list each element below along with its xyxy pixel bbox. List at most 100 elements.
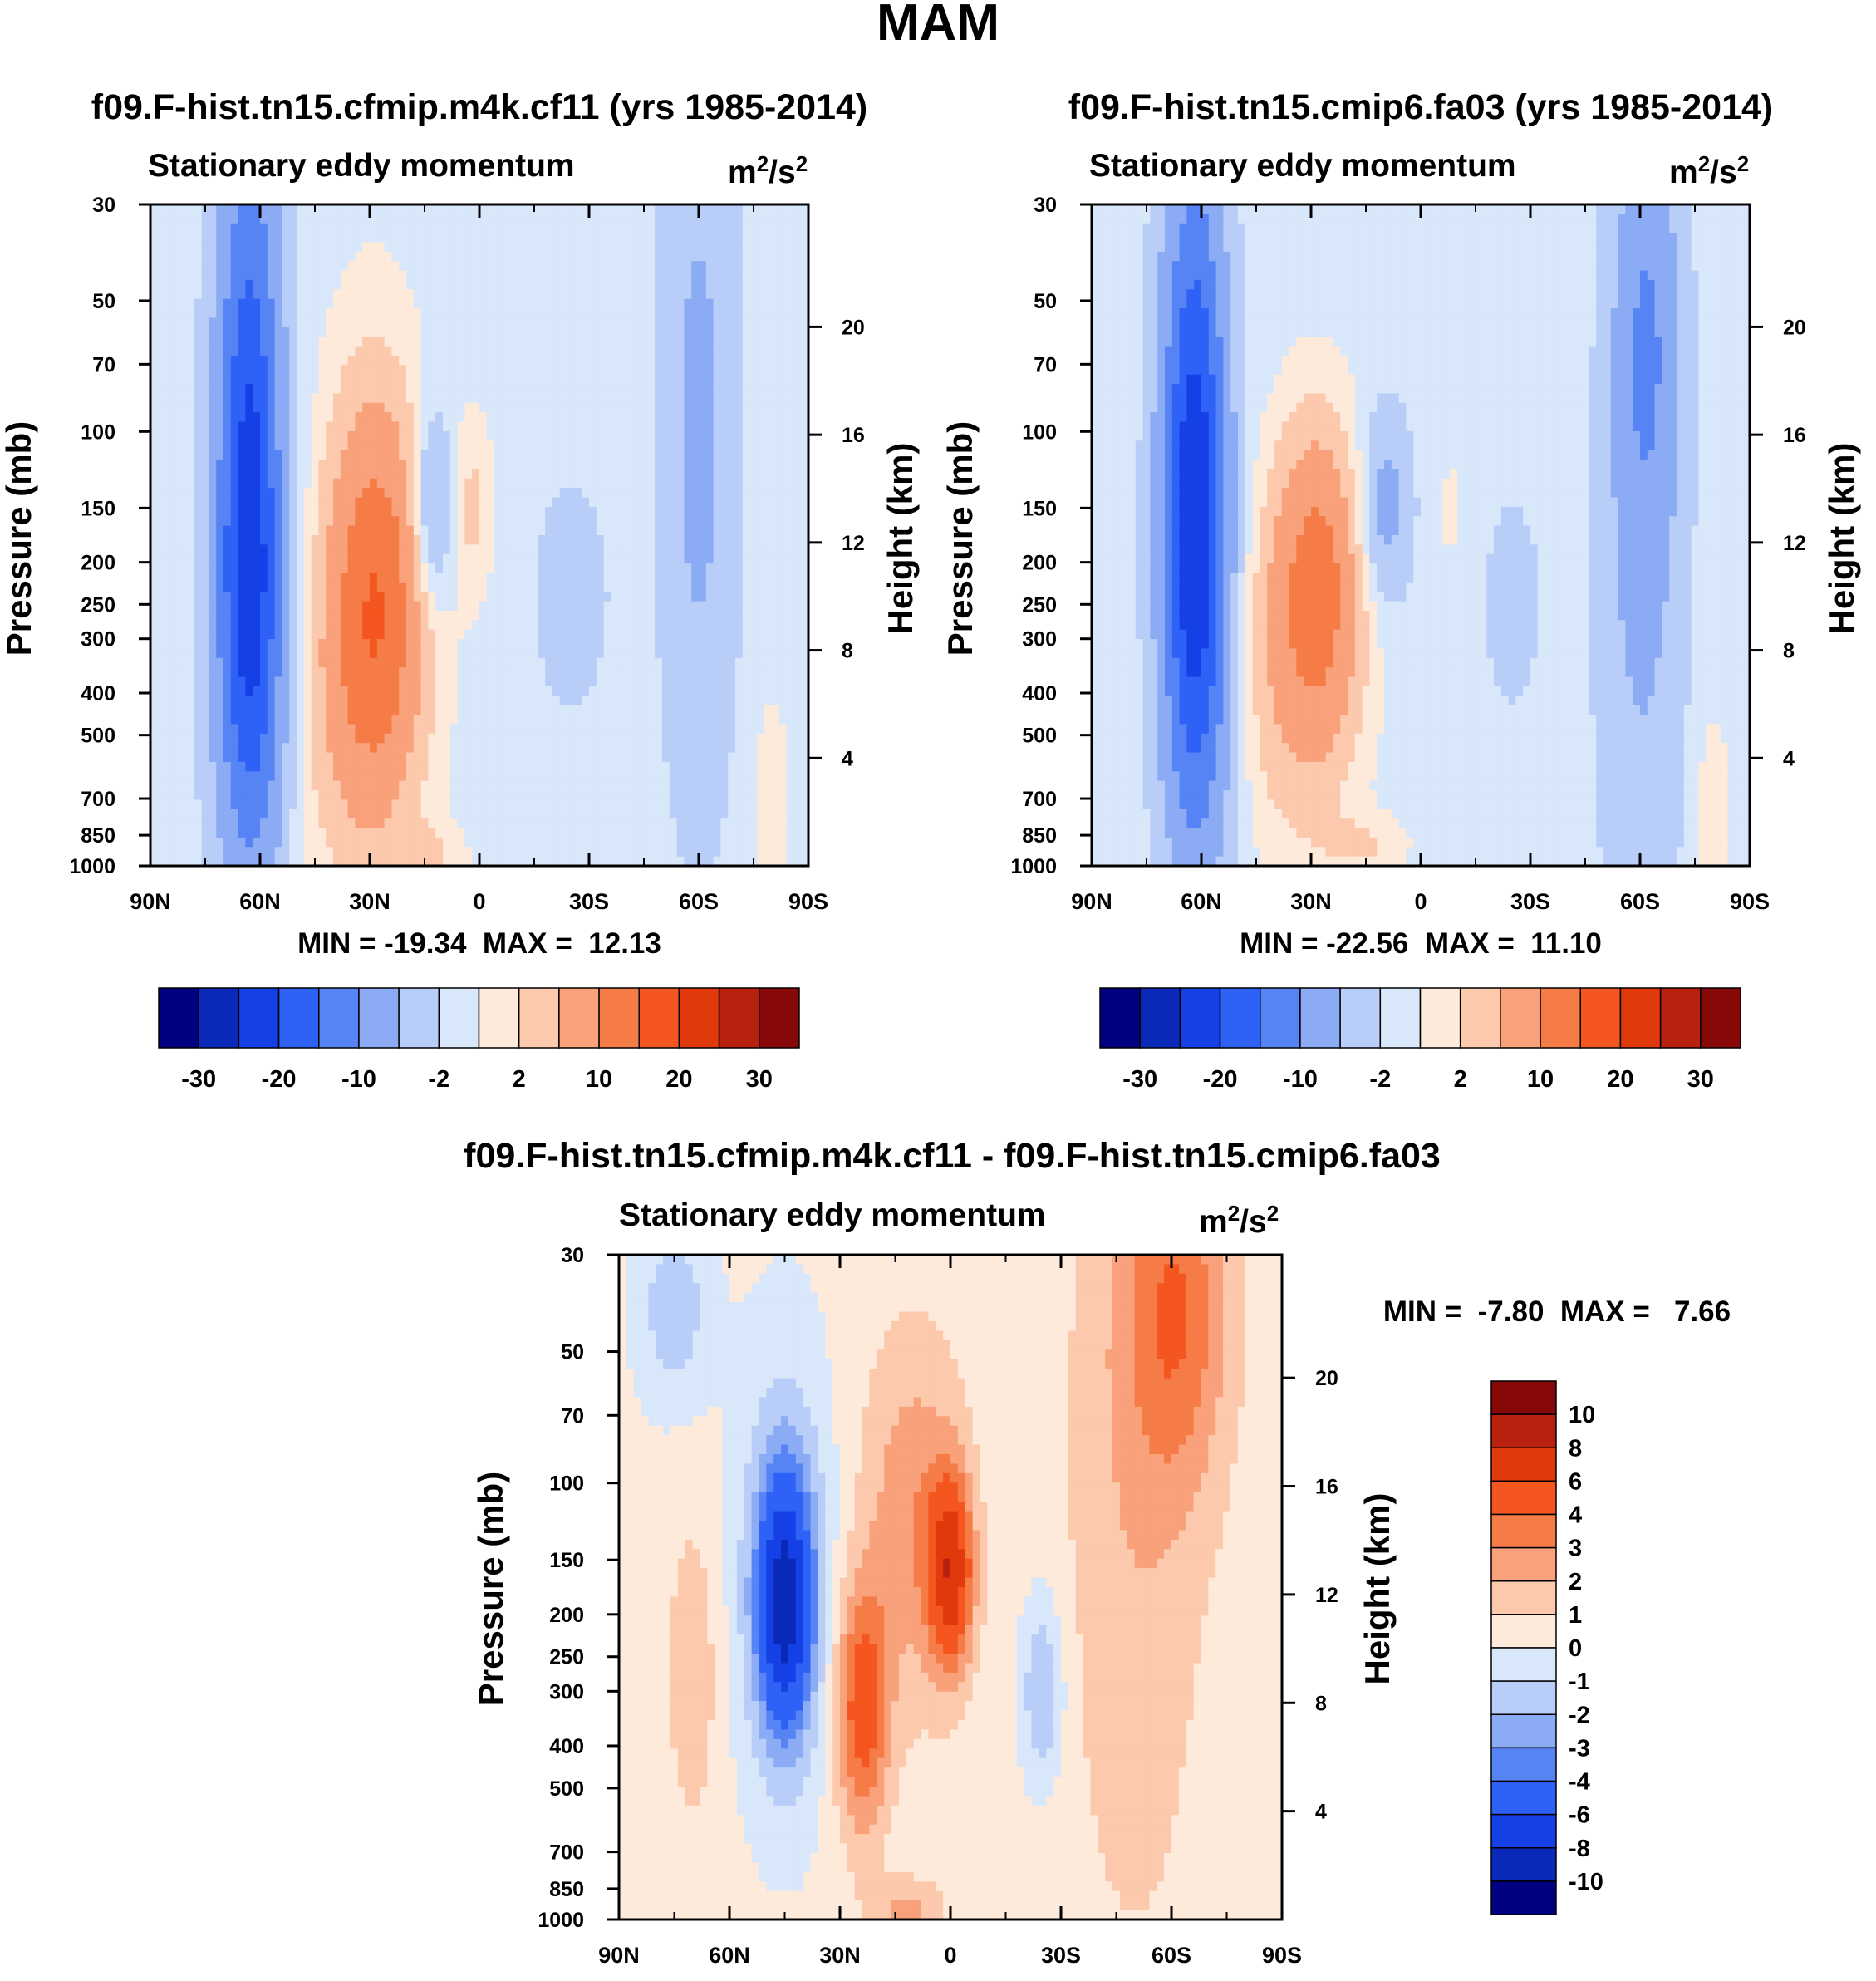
field-cell [472, 393, 480, 404]
field-cell [530, 289, 538, 300]
field-cell [786, 365, 794, 376]
field-cell [523, 648, 532, 659]
field-cell [333, 553, 341, 564]
field-cell [333, 214, 341, 224]
field-cell [216, 412, 224, 423]
field-cell [209, 393, 217, 404]
field-cell [778, 251, 788, 262]
field-cell [559, 667, 568, 678]
field-cell [464, 705, 473, 715]
field-cell [728, 639, 736, 650]
field-cell [655, 308, 663, 319]
field-cell [574, 223, 582, 233]
field-cell [596, 573, 605, 583]
field-cell [501, 667, 509, 678]
field-cell [260, 488, 268, 499]
field-cell [399, 601, 407, 612]
field-cell [362, 337, 371, 347]
field-cell [216, 355, 224, 366]
field-cell [538, 450, 546, 460]
field-cell [720, 563, 729, 574]
field-cell [611, 450, 619, 460]
field-cell [574, 667, 582, 678]
field-cell [757, 573, 765, 583]
field-cell [399, 384, 407, 395]
field-cell [370, 298, 378, 309]
field-cell [772, 450, 780, 460]
field-cell [640, 667, 648, 678]
field-cell [764, 233, 773, 243]
field-cell [647, 317, 656, 328]
field-cell [574, 686, 582, 696]
field-cell [391, 242, 400, 253]
field-cell [786, 488, 794, 499]
field-cell [230, 629, 239, 640]
field-cell [786, 421, 794, 432]
field-cell [449, 715, 459, 725]
field-cell [778, 317, 788, 328]
field-cell [194, 450, 203, 460]
field-cell [150, 440, 159, 451]
field-cell [749, 402, 758, 413]
field-cell [150, 516, 159, 527]
field-cell [508, 676, 517, 687]
field-cell [640, 610, 648, 621]
field-cell [376, 553, 386, 564]
field-cell [486, 384, 495, 395]
field-cell [230, 270, 239, 281]
field-cell [501, 308, 509, 319]
field-cell [559, 516, 568, 527]
field-cell [574, 525, 582, 536]
field-cell [384, 440, 392, 451]
field-cell [413, 440, 422, 451]
field-cell [516, 582, 524, 592]
field-cell [274, 393, 282, 404]
field-cell [282, 620, 290, 631]
field-cell [289, 676, 297, 687]
field-cell [720, 620, 729, 631]
field-cell [662, 214, 670, 224]
field-cell [391, 535, 400, 545]
field-cell [223, 327, 232, 337]
field-cell [801, 317, 809, 328]
field-cell [486, 667, 495, 678]
field-cell [778, 337, 788, 347]
field-cell [691, 430, 700, 441]
field-cell [640, 233, 648, 243]
field-cell [297, 204, 305, 214]
field-cell [501, 715, 509, 725]
field-cell [545, 516, 553, 527]
field-cell [494, 648, 502, 659]
field-cell [362, 639, 371, 650]
field-cell [340, 535, 349, 545]
field-cell [289, 610, 297, 621]
field-cell [435, 563, 444, 574]
field-cell [238, 355, 246, 366]
field-cell [472, 460, 480, 469]
field-cell [801, 592, 809, 602]
field-cell [742, 421, 751, 432]
field-cell [699, 516, 707, 527]
field-cell [764, 620, 773, 631]
field-cell [772, 261, 780, 272]
field-cell [676, 214, 685, 224]
field-cell [457, 251, 465, 262]
field-cell [516, 251, 524, 262]
field-cell [384, 516, 392, 527]
field-cell [699, 686, 707, 696]
field-cell [340, 478, 349, 489]
field-cell [260, 214, 268, 224]
field-cell [545, 497, 553, 508]
field-cell [611, 346, 619, 356]
field-cell [457, 563, 465, 574]
field-cell [267, 592, 276, 602]
field-cell [626, 337, 634, 347]
field-cell [187, 317, 195, 328]
field-cell [472, 506, 480, 517]
field-cell [552, 610, 561, 621]
field-cell [443, 705, 451, 715]
field-cell [435, 308, 444, 319]
field-cell [370, 337, 378, 347]
field-cell [684, 346, 692, 356]
field-cell [801, 535, 809, 545]
